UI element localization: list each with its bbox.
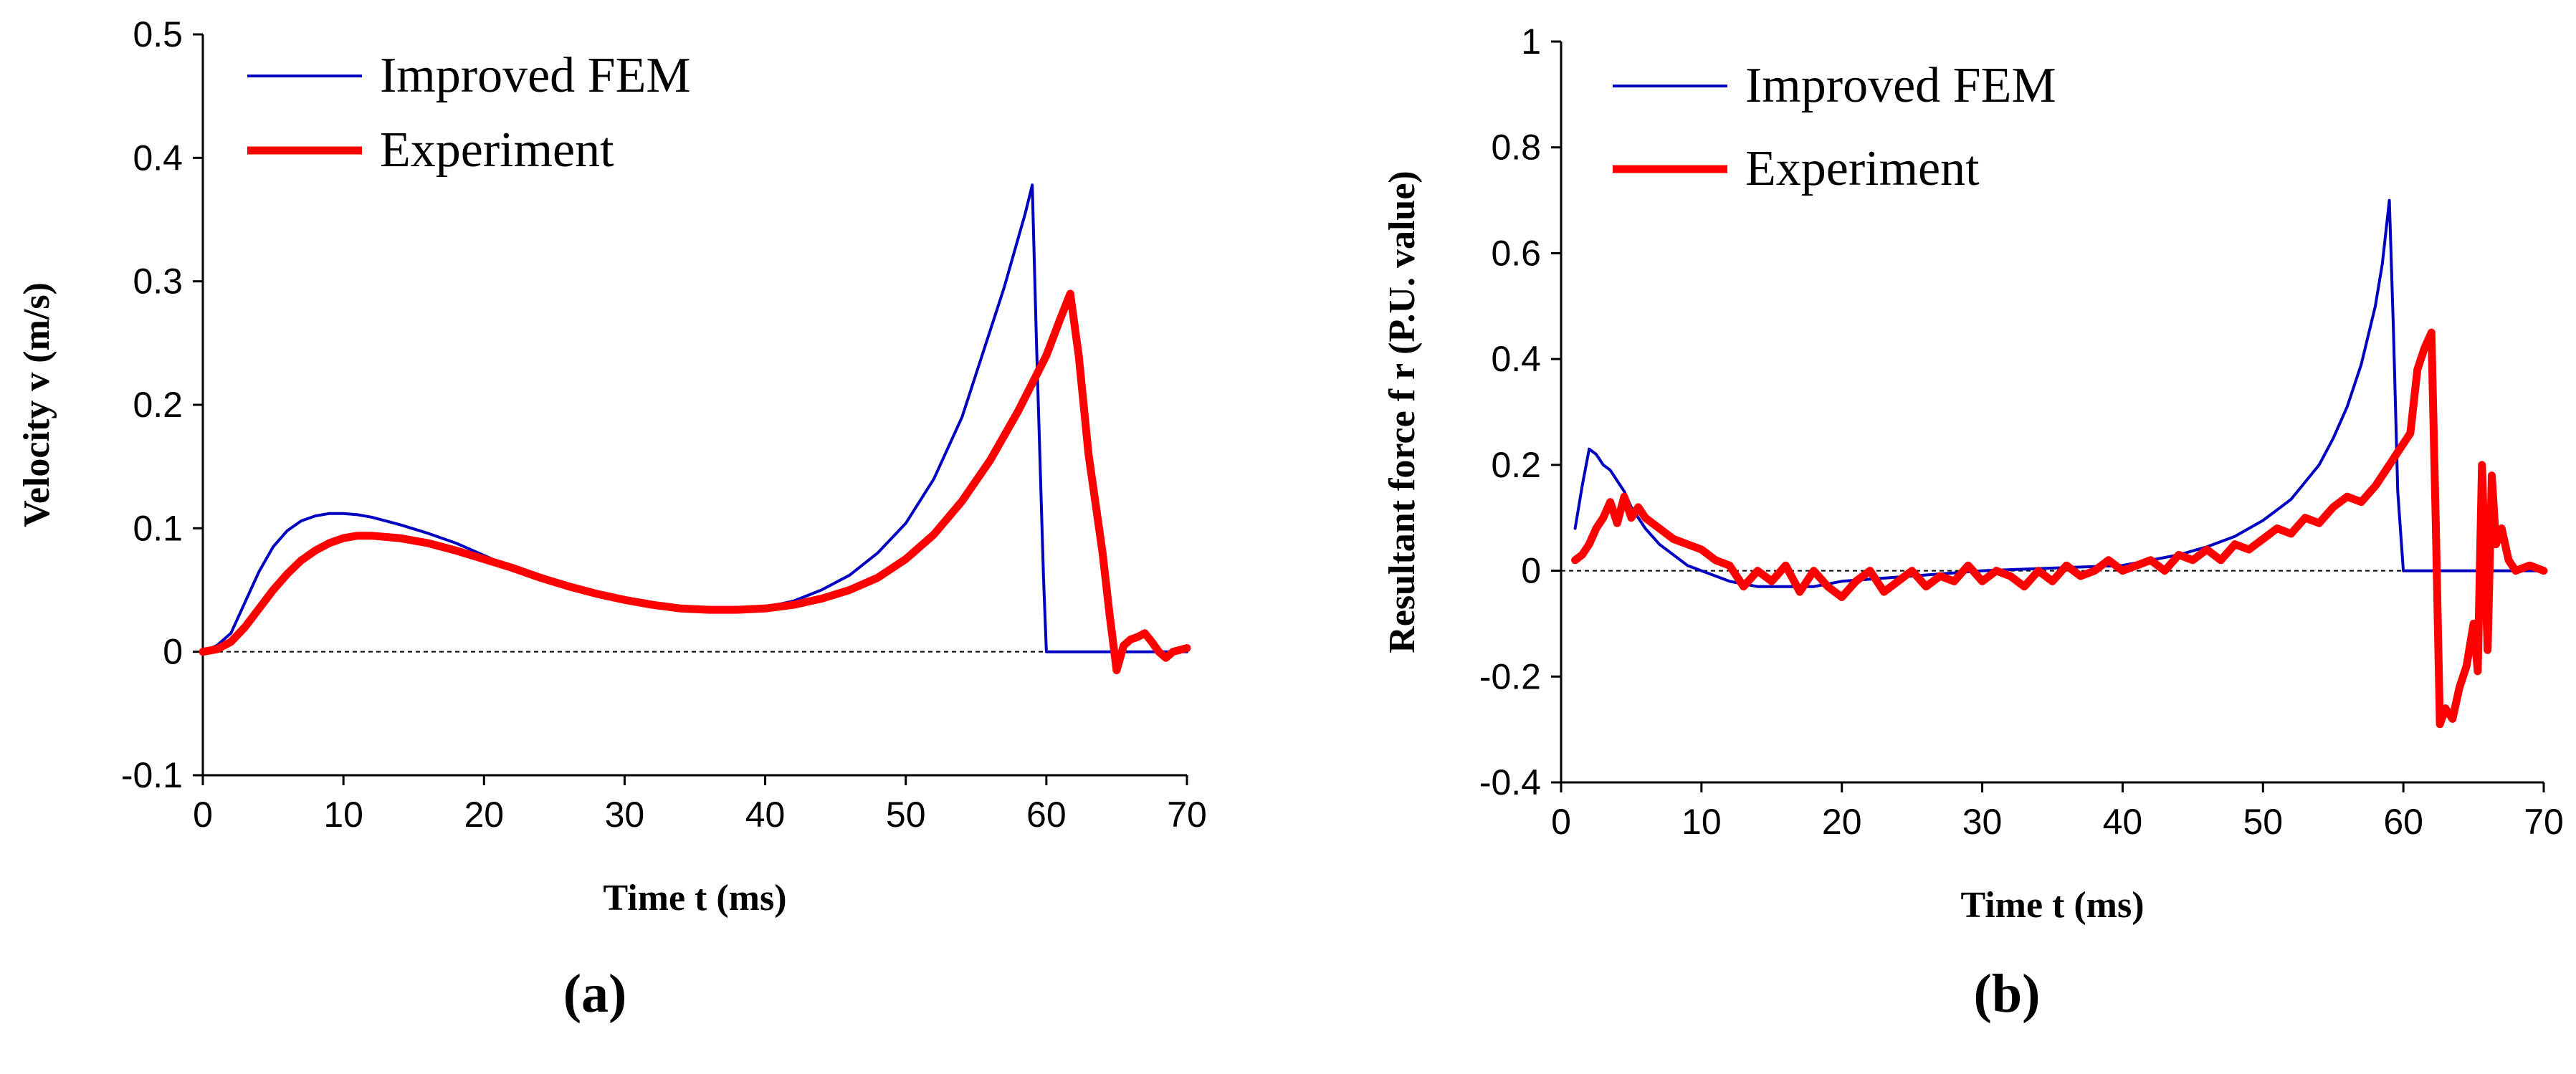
y-axis-label: Resultant force f r (P.U. value) [1382, 171, 1423, 653]
x-tick-label: 30 [1962, 802, 2003, 842]
chart-panel-2: 0 10 20 30 40 50 60 70 -0.4 -0.2 0 0.2 0.4 0.6 0.8 1 Tim… [1382, 21, 2564, 1024]
legend-label: Experiment [380, 123, 614, 178]
legend: Improved FEM Experiment [1613, 58, 2056, 196]
x-tick-label: 0 [1551, 802, 1571, 842]
y-tick-label: 0.1 [133, 508, 183, 548]
x-tick-label: 20 [1822, 802, 1862, 842]
y-tick-label: 0.2 [133, 385, 183, 425]
y-tick-label: 0.6 [1491, 233, 1541, 273]
x-tick-label: 40 [2103, 802, 2143, 842]
y-tick-label: -0.4 [1479, 762, 1541, 802]
x-axis-label: Time t (ms) [603, 878, 786, 919]
x-tick-label: 40 [745, 795, 786, 835]
panel-caption: (a) [563, 964, 627, 1024]
x-tick-label: 60 [2383, 802, 2423, 842]
x-tick-label: 70 [2524, 802, 2564, 842]
y-tick-label: 1 [1521, 21, 1541, 62]
x-tick-label: 10 [1681, 802, 1722, 842]
x-tick-label: 60 [1026, 795, 1067, 835]
y-tick-label: 0.4 [1491, 339, 1541, 379]
legend: Improved FEM Experiment [247, 48, 691, 178]
x-tick-label: 20 [464, 795, 504, 835]
panel-caption: (b) [1974, 964, 2041, 1024]
series-line-improved-fem [201, 183, 1188, 653]
y-tick-label: 0.2 [1491, 445, 1541, 485]
x-tick-label: 10 [323, 795, 363, 835]
x-tick-label: 50 [2243, 802, 2283, 842]
y-tick-label: 0 [1521, 551, 1541, 591]
chart-panel-1: 0 10 20 30 40 50 60 70-0.100.10.20.30.40.5Time … [16, 14, 1207, 1024]
y-tick-label: 0.8 [1491, 128, 1541, 168]
series-line-experiment [199, 289, 1191, 674]
x-axis-label: Time t (ms) [1960, 885, 2144, 926]
y-axis-label: Velocity v (m/s) [16, 282, 57, 527]
legend-label: Experiment [1745, 141, 1980, 196]
x-tick-label: 30 [605, 795, 645, 835]
y-tick-label: 0 [163, 632, 183, 672]
x-tick-label: 0 [193, 795, 213, 835]
x-tick-label: 70 [1167, 795, 1207, 835]
series-line-improved-fem [1573, 198, 2545, 588]
y-tick-label: -0.2 [1479, 656, 1541, 696]
series-line-experiment [1571, 328, 2548, 729]
y-tick-label: 0.4 [133, 138, 183, 178]
x-tick-label: 50 [886, 795, 926, 835]
legend-label: Improved FEM [1745, 58, 2056, 113]
legend-label: Improved FEM [380, 48, 691, 103]
y-tick-label: -0.1 [121, 755, 183, 795]
y-tick-label: 0.3 [133, 262, 183, 302]
y-tick-label: 0.5 [133, 14, 183, 54]
